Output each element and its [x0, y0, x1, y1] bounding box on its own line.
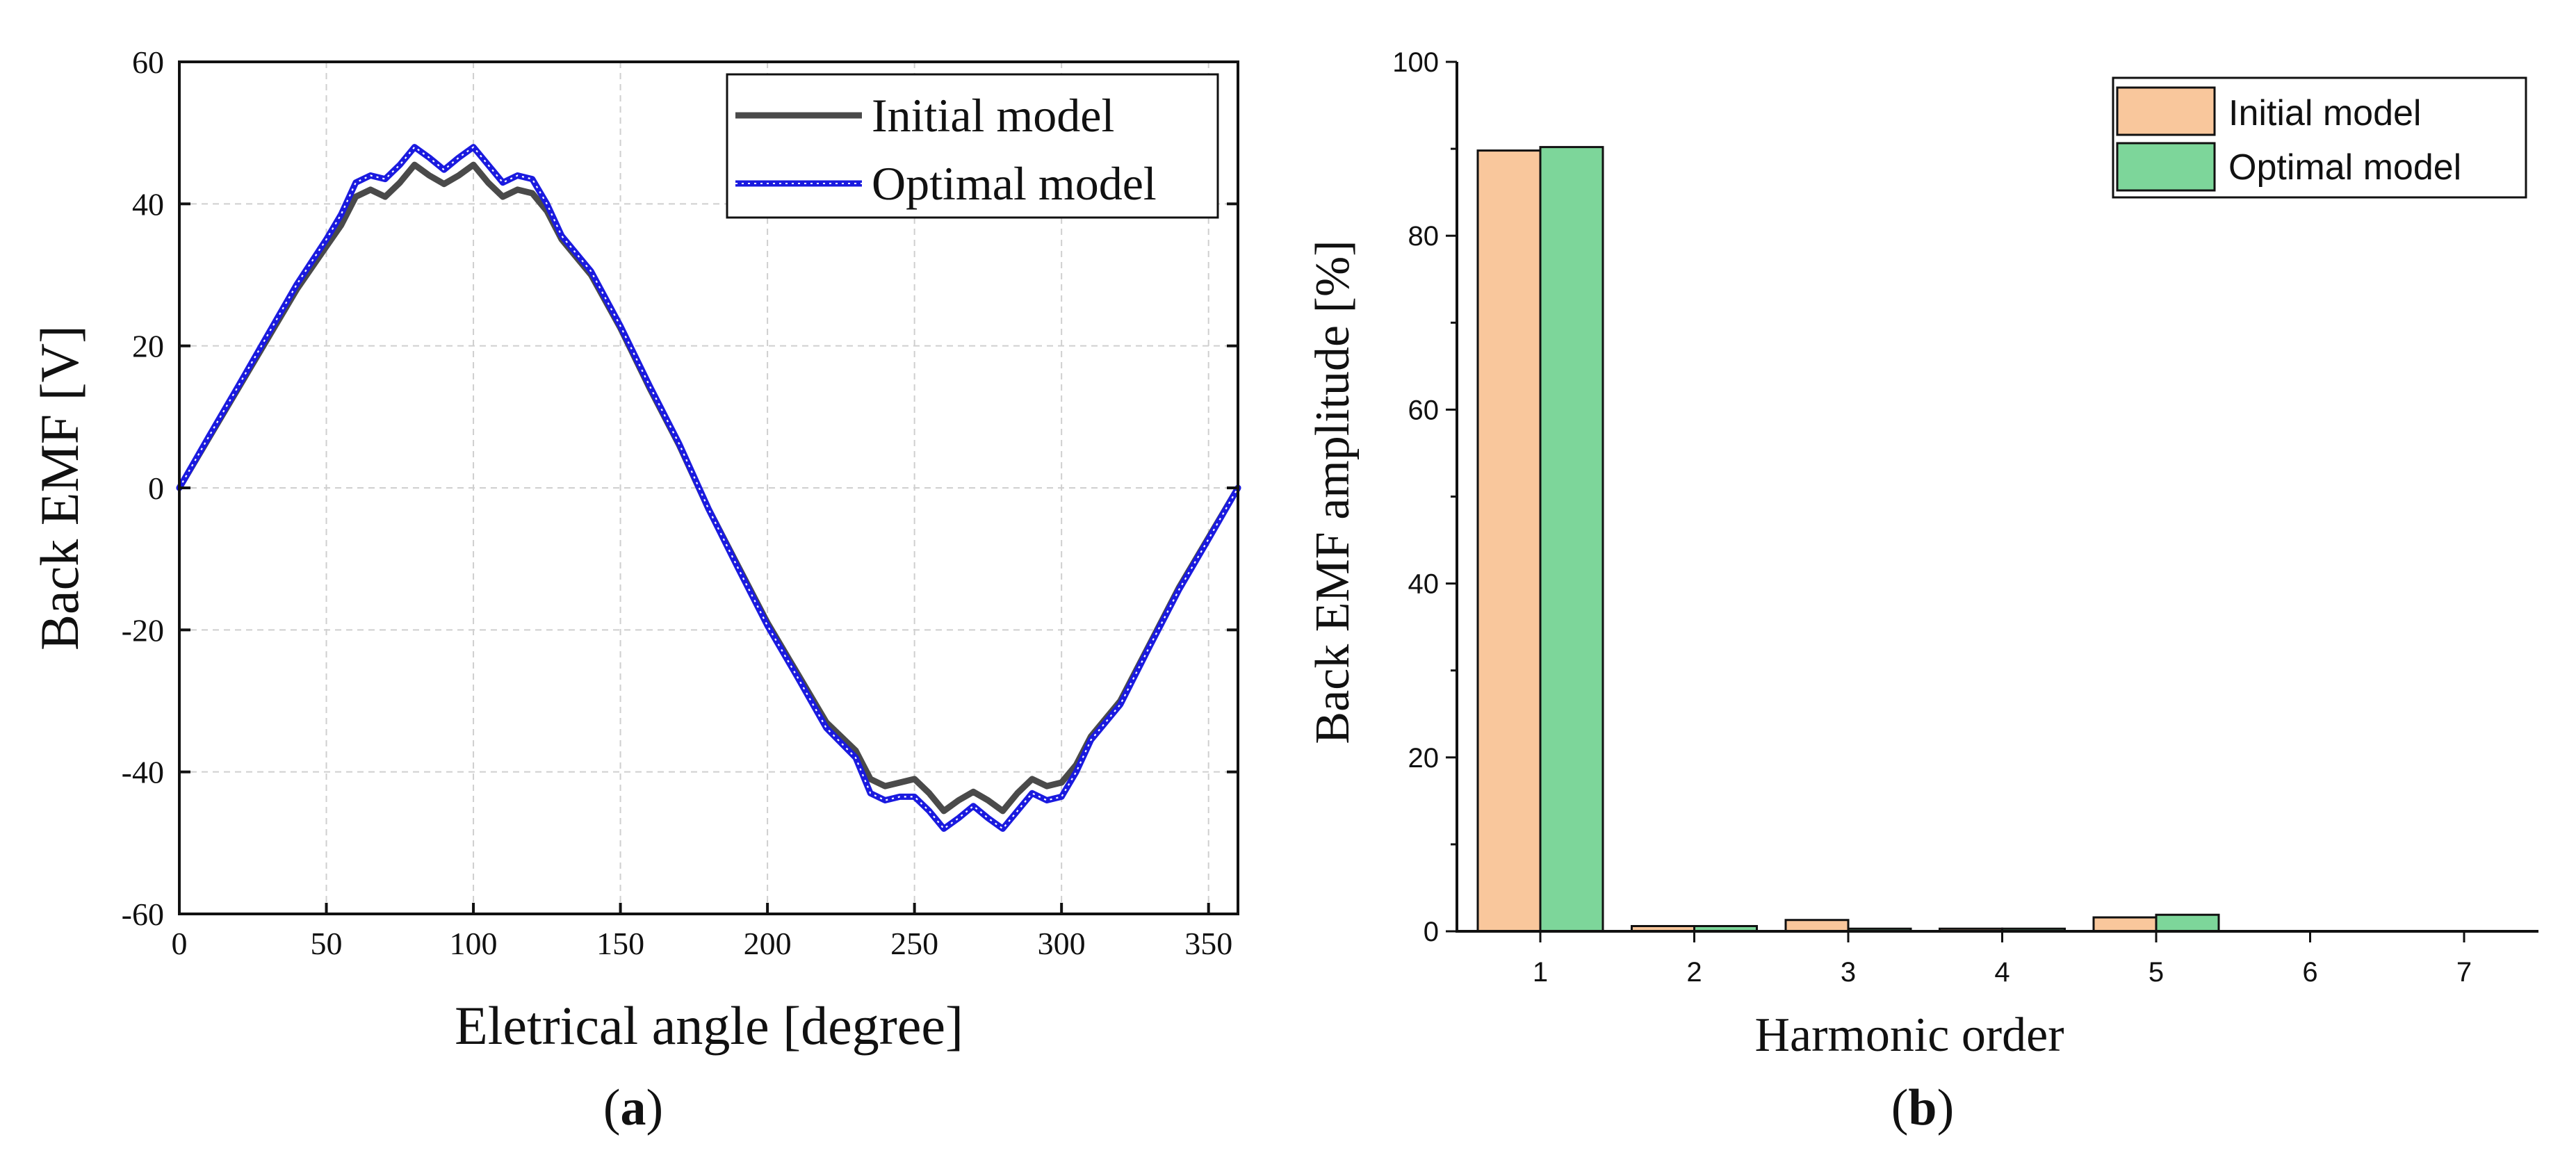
legend: Initial model Optimal model [726, 73, 1219, 219]
x-tick-label: 3 [1841, 957, 1856, 988]
y-tick-label: 80 [1408, 221, 1440, 252]
y-tick-label: 60 [132, 44, 164, 80]
x-tick-label: 350 [1184, 926, 1232, 961]
y-tick-label: -40 [122, 755, 164, 790]
x-tick-label: 300 [1038, 926, 1086, 961]
x-tick-label: 0 [172, 926, 188, 961]
caption-b: (b) [1891, 1079, 1954, 1136]
x-tick-label: 1 [1533, 957, 1548, 988]
x-axis-label: Harmonic order [1754, 1008, 2064, 1062]
x-tick-label: 6 [2302, 957, 2317, 988]
y-tick-label: 60 [1408, 395, 1440, 425]
legend-swatch-initial [2116, 86, 2216, 136]
series-layer [176, 144, 1241, 832]
y-tick-label: 20 [1408, 743, 1440, 774]
panel-a: 0 50 100 150 200 250 300 350 -60 -40 -20 0 20 40 60 El… [29, 44, 1241, 1136]
caption-a: (a) [603, 1079, 663, 1136]
x-tick-label: 5 [2149, 957, 2164, 988]
y-tick-label: 100 [1392, 47, 1439, 78]
bar-initial-h1 [1476, 149, 1542, 933]
y-tick-label: -20 [122, 612, 164, 648]
panel-b: 1 2 3 4 5 6 7 0 20 40 60 80 100 Harmonic order Back … [1306, 47, 2538, 1136]
legend: Initial model Optimal model [2112, 76, 2527, 199]
x-tick-label: 200 [744, 926, 792, 961]
bar-optimal-h1 [1539, 146, 1604, 933]
caption-a-letter: a [621, 1079, 646, 1136]
axis-ticks: 1 2 3 4 5 6 7 0 20 40 60 80 100 [1392, 47, 2472, 988]
y-tick-label: 40 [132, 186, 164, 222]
y-tick-label: 0 [1424, 917, 1439, 947]
axis-ticks: 0 50 100 150 200 250 300 350 -60 -40 -20 0 20 40 60 [122, 44, 1238, 961]
x-tick-label: 4 [1994, 957, 2010, 988]
y-tick-label: 20 [132, 329, 164, 364]
y-tick-label: 40 [1408, 569, 1440, 600]
x-tick-label: 2 [1686, 957, 1702, 988]
legend-swatch-optimal [2116, 142, 2216, 192]
bar-optimal-h5 [2155, 913, 2220, 933]
y-tick-label: -60 [122, 897, 164, 932]
x-tick-label: 150 [596, 926, 644, 961]
x-axis-label: Eletrical angle [degree] [455, 995, 963, 1056]
y-axis-label: Back EMF [V] [29, 325, 90, 651]
bar-initial-h3 [1784, 919, 1850, 933]
x-tick-label: 50 [311, 926, 343, 961]
x-tick-label: 100 [450, 926, 498, 961]
x-tick-label: 250 [890, 926, 938, 961]
bars-layer [1476, 146, 2220, 933]
caption-b-letter: b [1908, 1079, 1937, 1136]
y-axis-label: Back EMF amplitude [%] [1306, 240, 1360, 744]
legend-label-optimal: Optimal model [2228, 147, 2461, 188]
bar-initial-h5 [2092, 916, 2158, 933]
optimal-model-line [176, 144, 1241, 832]
y-tick-label: 0 [148, 471, 164, 506]
legend-box [726, 73, 1219, 219]
legend-label-optimal: Optimal model [872, 157, 1157, 210]
x-tick-label: 7 [2456, 957, 2472, 988]
legend-label-initial: Initial model [2228, 93, 2421, 133]
legend-label-initial: Initial model [872, 89, 1114, 142]
